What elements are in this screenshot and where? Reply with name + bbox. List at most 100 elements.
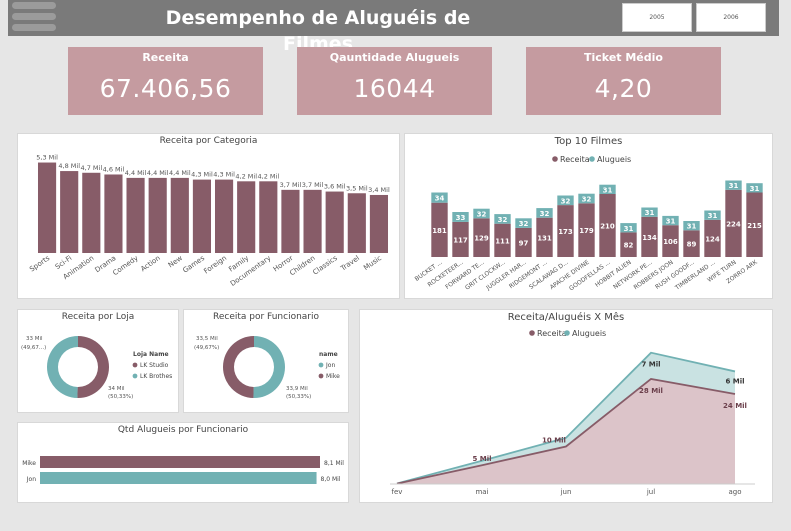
category-bar xyxy=(237,181,256,253)
film-receita-bar xyxy=(683,230,700,257)
kpi-label: Qauntidade Alugueis xyxy=(329,51,460,64)
category-value-label: 4,4 Mil xyxy=(125,169,147,177)
film-alugueis-label: 33 xyxy=(456,214,466,222)
slice-pct: (50,33%) xyxy=(286,394,311,400)
legend-dot xyxy=(318,362,324,368)
legend-label-alugueis: Alugueis xyxy=(597,155,631,164)
kpi-label: Ticket Médio xyxy=(584,51,663,64)
category-value-label: 5,3 Mil xyxy=(36,154,58,162)
film-alugueis-label: 31 xyxy=(687,223,697,231)
film-receita-label: 210 xyxy=(600,223,615,231)
category-bar xyxy=(259,181,278,253)
panel-receita-loja: Receita por Loja Loja Name LK Studio LK Br… xyxy=(17,309,179,413)
legend-dot-receita xyxy=(529,330,535,336)
legend-label-alugueis: Alugueis xyxy=(572,329,606,338)
year-button-2006[interactable]: 2006 xyxy=(696,3,766,32)
chart-title: Receita/Aluguéis X Mês xyxy=(507,312,625,323)
film-alugueis-bar xyxy=(704,210,721,220)
legend-dot xyxy=(132,373,138,379)
film-alugueis-label: 31 xyxy=(666,218,676,226)
legend-dot xyxy=(132,362,138,368)
header-bar: Desempenho de Aluguéis de Filmes 2005 20… xyxy=(8,0,779,55)
legend-label-receita: Receita xyxy=(537,329,567,338)
film-receita-bar xyxy=(620,232,637,257)
kpi-label: Receita xyxy=(142,51,189,64)
category-value-label: 4,4 Mil xyxy=(147,169,169,177)
legend-dot xyxy=(318,373,324,379)
film-receita-bar xyxy=(557,205,574,257)
menu-icon[interactable] xyxy=(12,2,56,32)
film-alugueis-label: 32 xyxy=(540,210,550,218)
category-value-label: 3,6 Mil xyxy=(324,183,346,191)
film-receita-label: 129 xyxy=(474,235,489,243)
film-receita-label: 124 xyxy=(705,235,720,243)
film-alugueis-label: 32 xyxy=(498,216,508,224)
film-alugueis-label: 31 xyxy=(603,186,613,194)
category-tick-label: Comedy xyxy=(111,254,139,277)
film-receita-bar xyxy=(704,219,721,257)
film-receita-bar xyxy=(494,223,511,257)
film-receita-bar xyxy=(746,192,763,257)
slice-label: 33,9 Mil xyxy=(286,386,308,392)
chart-title: Qtd Alugueis por Funcionario xyxy=(117,425,249,435)
film-receita-label: 173 xyxy=(558,228,573,236)
film-receita-bar xyxy=(473,218,490,257)
film-alugueis-bar xyxy=(431,192,448,203)
category-tick-label: Travel xyxy=(339,254,361,273)
category-value-label: 4,4 Mil xyxy=(169,169,191,177)
film-alugueis-bar xyxy=(725,180,742,190)
line-alugueis xyxy=(396,351,736,485)
film-alugueis-label: 31 xyxy=(729,182,739,190)
employee-donut-chart: name Jon Mike 33,9 Mil (50,33%) 33,5 Mil (49,6… xyxy=(194,336,340,400)
alugueis-data-label: 7 Mil xyxy=(641,361,660,369)
film-alugueis-bar xyxy=(557,195,574,206)
category-bar xyxy=(281,189,300,253)
film-alugueis-bar xyxy=(536,208,553,218)
category-bar xyxy=(60,171,79,253)
film-alugueis-label: 32 xyxy=(582,196,592,204)
category-value-label: 4,2 Mil xyxy=(235,172,257,180)
category-bar xyxy=(170,177,189,253)
donut-slice xyxy=(222,336,254,398)
year-button-2005[interactable]: 2005 xyxy=(622,3,692,32)
film-alugueis-bar xyxy=(473,208,490,219)
film-alugueis-bar xyxy=(683,221,700,231)
panel-qtd-funcionario: Qtd Alugueis por Funcionario Mike 8,1 Mil… xyxy=(17,422,349,503)
category-bar xyxy=(148,177,167,253)
film-alugueis-bar xyxy=(494,214,511,224)
category-tick-label: Music xyxy=(362,254,383,272)
alugueis-data-label: 6 Mil xyxy=(725,377,744,385)
receita-data-label: 10 Mil xyxy=(542,436,566,444)
employee-bar xyxy=(40,472,317,484)
kpi-receita: Receita 67.406,56 xyxy=(68,47,263,115)
category-tick-label: Action xyxy=(139,254,162,273)
film-alugueis-bar xyxy=(620,223,637,233)
film-alugueis-bar xyxy=(599,184,616,194)
film-alugueis-bar xyxy=(662,215,679,226)
employee-label: Mike xyxy=(22,460,36,467)
film-alugueis-label: 34 xyxy=(435,195,445,203)
film-alugueis-bar xyxy=(515,218,532,228)
film-receita-label: 224 xyxy=(726,220,741,228)
category-tick-label: Classics xyxy=(311,254,339,277)
category-value-label: 4,7 Mil xyxy=(81,164,103,172)
slice-pct: (49,67...) xyxy=(21,345,46,351)
category-bar xyxy=(214,179,234,253)
chart-title: Receita por Funcionario xyxy=(212,312,320,322)
category-bar xyxy=(126,177,145,253)
category-value-label: 3,7 Mil xyxy=(280,181,302,189)
receita-data-label: 5 Mil xyxy=(472,455,491,463)
category-bar xyxy=(325,191,344,253)
legend-label-receita: Receita xyxy=(560,155,590,164)
film-receita-bar xyxy=(431,202,448,257)
film-receita-bar xyxy=(725,189,742,257)
panel-receita-mes: Receita/Aluguéis X Mês Receita Alugueis fe… xyxy=(359,309,773,503)
film-alugueis-label: 31 xyxy=(624,225,634,233)
legend-dot-alugueis xyxy=(589,156,595,162)
category-tick-label: Games xyxy=(181,254,206,275)
film-alugueis-label: 32 xyxy=(477,211,487,219)
film-alugueis-label: 32 xyxy=(519,220,529,228)
film-alugueis-label: 31 xyxy=(645,209,655,217)
film-receita-label: 179 xyxy=(579,227,594,235)
